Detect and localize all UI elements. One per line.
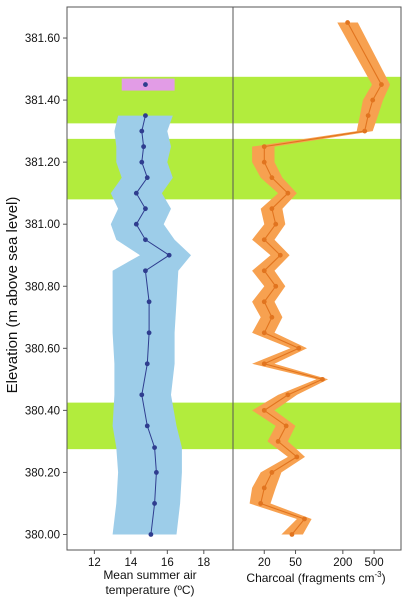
- y-tick-label-2: 380.20: [25, 467, 60, 479]
- temperature-point-17: [139, 159, 145, 165]
- highlight-band-3: [67, 76, 401, 124]
- temperature-point-7: [144, 361, 150, 367]
- y-tick-label-7: 381.20: [25, 157, 60, 169]
- charcoal-point-24: [269, 175, 275, 181]
- temperature-point-12: [143, 237, 148, 243]
- temperature-point-5: [144, 423, 150, 429]
- temperature-point-6: [139, 392, 145, 398]
- temperature-point-2: [152, 501, 157, 506]
- temperature-point-13: [133, 221, 139, 227]
- charcoal-x-axis-label: Charcoal (fragments cm-3): [246, 570, 385, 585]
- charcoal-x-tick-label-1: 20: [258, 557, 271, 569]
- y-tick-label-4: 380.60: [25, 343, 60, 355]
- charcoal-point-21: [273, 221, 279, 227]
- charcoal-point-14: [261, 330, 267, 336]
- charcoal-x-axis-label-tail: ): [382, 571, 386, 585]
- y-tick-label-3: 380.40: [25, 405, 60, 417]
- charcoal-point-23: [285, 190, 291, 196]
- temperature-x-tick-label-2: 14: [124, 557, 137, 569]
- charcoal-point-1: [289, 532, 295, 537]
- charcoal-point-29: [370, 97, 376, 103]
- temperature-x-axis-label-line-2: temperature (ºC): [105, 583, 194, 597]
- charcoal-point-3: [258, 501, 264, 506]
- temperature-point-8: [146, 330, 152, 336]
- y-tick-label-1: 380.00: [25, 529, 60, 541]
- temperature-panel: [110, 78, 191, 537]
- charcoal-point-25: [261, 159, 267, 165]
- charcoal-point-9: [261, 407, 267, 413]
- temperature-line: [135, 115, 171, 535]
- y-tick-label-8: 381.40: [25, 95, 60, 107]
- temperature-point-14: [143, 206, 148, 212]
- temperature-point-18: [141, 144, 147, 150]
- x-axes: 12 14 16 18 20 50 200 500: [88, 550, 384, 569]
- charcoal-point-15: [269, 314, 275, 320]
- charcoal-point-22: [269, 206, 275, 212]
- temperature-point-15: [133, 190, 139, 196]
- charcoal-point-11: [320, 376, 325, 382]
- charcoal-point-30: [379, 82, 384, 87]
- charcoal-plot-frame: [232, 6, 402, 551]
- charcoal-point-17: [273, 283, 279, 289]
- temperature-point-9: [146, 299, 152, 305]
- charcoal-x-tick-label-2: 50: [289, 557, 302, 569]
- temperature-point-4: [152, 445, 157, 451]
- charcoal-point-19: [277, 252, 283, 258]
- y-tick-label-9: 381.60: [25, 33, 60, 45]
- charcoal-point-16: [261, 299, 267, 305]
- temperature-point-19: [139, 128, 145, 134]
- temperature-x-tick-label-4: 18: [197, 557, 210, 569]
- temperature-x-tick-label-1: 12: [88, 557, 101, 569]
- charcoal-point-7: [275, 439, 281, 444]
- y-tick-label-5: 380.80: [25, 281, 60, 293]
- temperature-outlier-point: [143, 82, 148, 87]
- plot-frames: [66, 6, 402, 551]
- temperature-point-11: [166, 252, 172, 258]
- charcoal-point-26: [261, 144, 267, 150]
- charcoal-panel: [249, 20, 391, 537]
- charcoal-point-20: [261, 237, 267, 243]
- charcoal-point-13: [296, 345, 302, 351]
- temperature-point-1: [148, 532, 154, 537]
- charcoal-x-tick-label-3: 200: [333, 557, 352, 569]
- charcoal-point-8: [283, 423, 289, 429]
- temperature-point-3: [153, 470, 159, 475]
- charcoal-x-axis-label-sup: -3: [374, 570, 382, 579]
- charcoal-point-18: [261, 268, 267, 274]
- charcoal-point-4: [261, 485, 267, 491]
- y-axis: 380.00 380.20 380.40 380.60 380.80 381.00 381.…: [25, 33, 67, 541]
- charcoal-point-6: [294, 454, 300, 460]
- charcoal-point-27: [362, 128, 368, 134]
- temperature-point-20: [143, 113, 148, 118]
- temperature-outlier-band: [121, 78, 175, 91]
- charcoal-x-tick-label-4: 500: [365, 557, 384, 569]
- charcoal-point-31: [345, 20, 351, 25]
- temperature-uncertainty-band: [110, 115, 191, 535]
- charcoal-point-5: [269, 470, 275, 475]
- charcoal-point-2: [302, 516, 307, 522]
- charcoal-point-12: [261, 361, 267, 367]
- temperature-point-10: [143, 268, 148, 274]
- charcoal-point-10: [285, 392, 291, 398]
- y-axis-label: Elevation (m above sea level): [4, 197, 21, 394]
- temperature-x-axis-label-line-1: Mean summer air: [103, 568, 196, 582]
- charcoal-x-axis-label-main: Charcoal (fragments cm: [246, 571, 374, 585]
- charcoal-point-28: [365, 113, 371, 118]
- temperature-point-16: [144, 175, 150, 181]
- temperature-x-tick-label-3: 16: [161, 557, 174, 569]
- y-tick-label-6: 381.00: [25, 219, 60, 231]
